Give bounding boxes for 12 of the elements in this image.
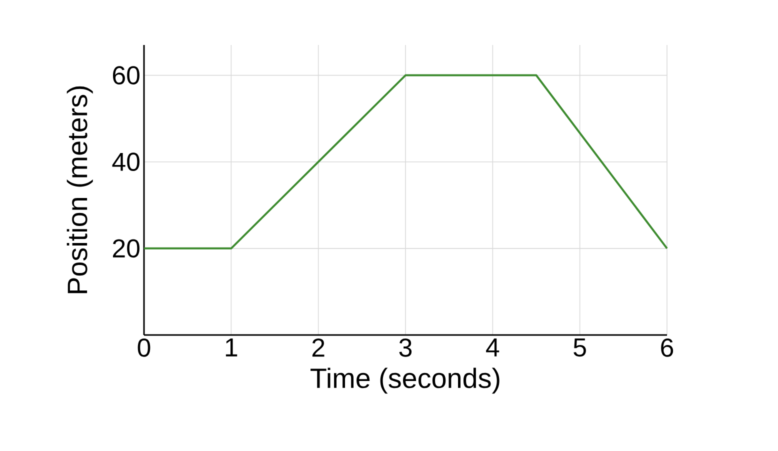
y-tick-label: 40 (112, 152, 140, 172)
y-axis-title: Position (meters) (66, 86, 93, 294)
x-tick-label: 1 (226, 338, 238, 356)
x-axis-title: Time (seconds) (310, 368, 500, 394)
x-tick-label: 3 (399, 338, 412, 357)
y-tick-label: 60 (112, 66, 140, 84)
x-tick-label: 4 (486, 338, 500, 356)
y-tick-label: 20 (112, 239, 140, 258)
x-tick-label: 0 (138, 338, 150, 357)
x-tick-label: 5 (574, 338, 586, 357)
x-tick-label: 2 (312, 338, 324, 357)
x-tick-label: 6 (661, 338, 674, 357)
